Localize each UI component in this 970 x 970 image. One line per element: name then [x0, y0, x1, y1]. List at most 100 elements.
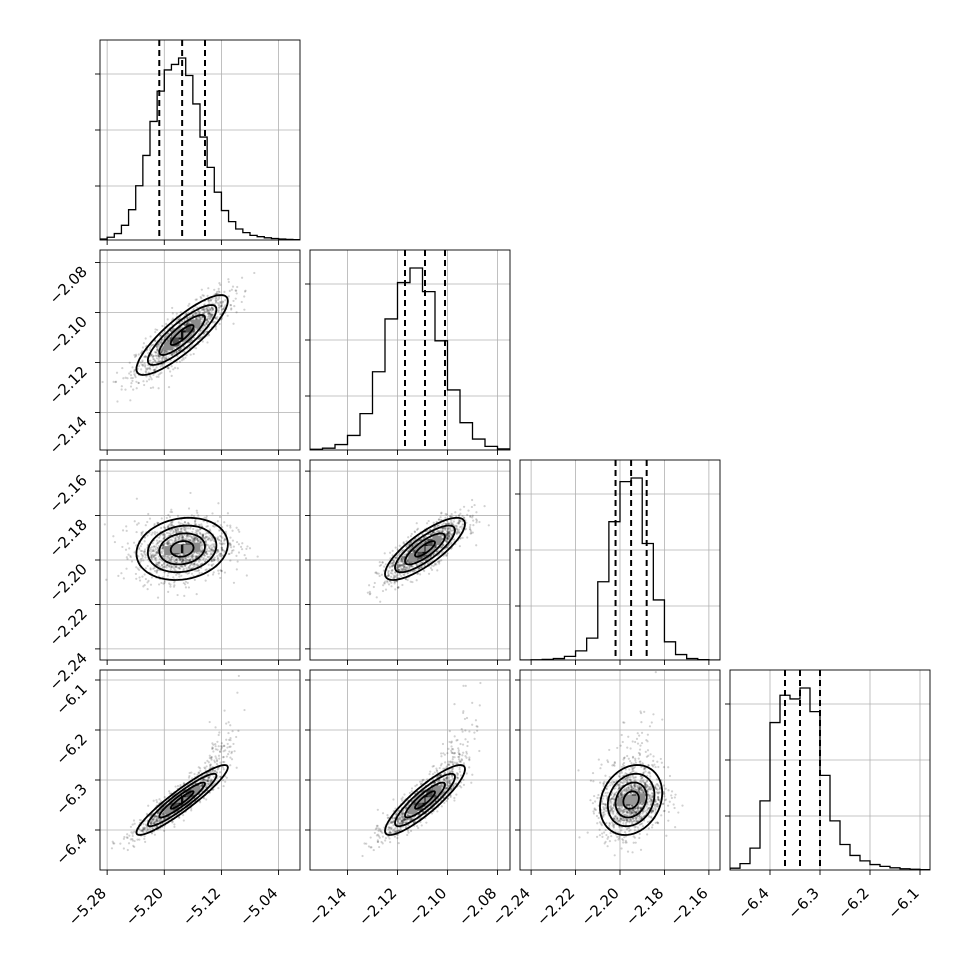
sample-point	[150, 344, 153, 348]
sample-point	[210, 552, 213, 555]
sample-point	[142, 828, 145, 831]
sample-point	[149, 359, 152, 362]
sample-point	[177, 349, 181, 352]
sample-point	[162, 346, 165, 349]
sample-point	[161, 546, 164, 550]
density-cell	[432, 535, 442, 545]
sample-point	[229, 524, 232, 527]
sample-point	[419, 566, 423, 569]
sample-point	[398, 544, 401, 547]
sample-point	[446, 552, 449, 555]
sample-point	[220, 569, 223, 573]
sample-point	[195, 298, 198, 301]
sample-point	[398, 573, 401, 576]
sample-point	[223, 539, 226, 542]
sample-point	[141, 350, 144, 353]
sample-point	[137, 381, 140, 385]
sample-point	[131, 837, 134, 841]
sample-point	[182, 358, 185, 361]
sample-point	[470, 531, 473, 535]
sample-point	[214, 748, 217, 751]
sample-point	[398, 552, 401, 555]
sample-point	[208, 312, 212, 315]
sample-point	[399, 564, 402, 567]
sample-point	[400, 564, 403, 567]
sample-point	[245, 574, 248, 577]
sample-point	[192, 314, 195, 317]
sample-point	[176, 318, 179, 321]
sample-point	[170, 558, 173, 561]
sample-point	[160, 349, 164, 353]
sample-point	[209, 308, 212, 311]
sample-point	[221, 308, 225, 311]
sample-point	[199, 539, 202, 542]
sample-point	[397, 568, 400, 571]
sample-point	[402, 567, 405, 570]
sample-point	[141, 530, 144, 533]
y-tick-label: −2.22	[46, 605, 91, 650]
sample-point	[210, 779, 213, 783]
sample-point	[187, 304, 190, 307]
sample-point	[212, 549, 215, 552]
sample-point	[175, 558, 178, 562]
sample-point	[101, 380, 104, 384]
sample-point	[199, 295, 202, 299]
sample-point	[141, 554, 144, 557]
sample-point	[223, 549, 227, 552]
sample-point	[400, 575, 403, 578]
sample-point	[215, 762, 219, 766]
sample-point	[401, 559, 405, 562]
sample-point	[157, 546, 160, 550]
sample-point	[149, 821, 152, 824]
sample-point	[144, 577, 147, 581]
sample-point	[209, 534, 212, 537]
density-blocks	[163, 542, 201, 556]
sample-point	[157, 358, 160, 361]
sample-point	[211, 770, 214, 773]
sample-point	[160, 539, 163, 543]
sample-point	[401, 564, 404, 567]
sample-point	[447, 532, 450, 535]
sample-point	[150, 548, 153, 551]
sample-point	[174, 528, 177, 531]
sample-point	[455, 526, 458, 529]
sample-point	[153, 556, 157, 560]
sample-point	[184, 312, 188, 315]
sample-point	[145, 356, 148, 359]
sample-point	[179, 564, 182, 567]
sample-point	[162, 582, 165, 585]
sample-point	[208, 528, 211, 531]
sample-point	[139, 549, 142, 552]
sample-point	[219, 552, 222, 555]
sample-point	[144, 364, 147, 367]
sample-point	[404, 568, 407, 572]
sample-point	[181, 557, 184, 560]
sample-point	[194, 312, 198, 315]
histogram-bar	[473, 439, 486, 450]
sample-point	[213, 543, 216, 546]
sample-point	[209, 315, 212, 318]
sample-point	[112, 842, 115, 845]
sample-point	[221, 554, 224, 557]
sample-point	[397, 554, 401, 557]
sample-point	[444, 526, 447, 529]
sample-point	[469, 528, 472, 531]
sample-point	[199, 801, 202, 804]
sample-point	[202, 533, 205, 536]
sample-point	[402, 557, 405, 560]
sample-point	[195, 538, 199, 542]
sample-point	[191, 540, 194, 543]
sample-point	[119, 842, 122, 845]
sample-point	[160, 363, 164, 366]
sample-point	[144, 556, 147, 559]
sample-point	[446, 534, 449, 537]
sample-point	[448, 536, 451, 539]
sample-point	[193, 536, 197, 539]
sample-point	[176, 559, 179, 562]
sample-point	[193, 523, 196, 526]
sample-point	[156, 346, 159, 349]
sample-point	[120, 385, 123, 388]
sample-point	[178, 575, 181, 578]
sample-point	[187, 566, 190, 569]
sample-point	[447, 531, 451, 534]
